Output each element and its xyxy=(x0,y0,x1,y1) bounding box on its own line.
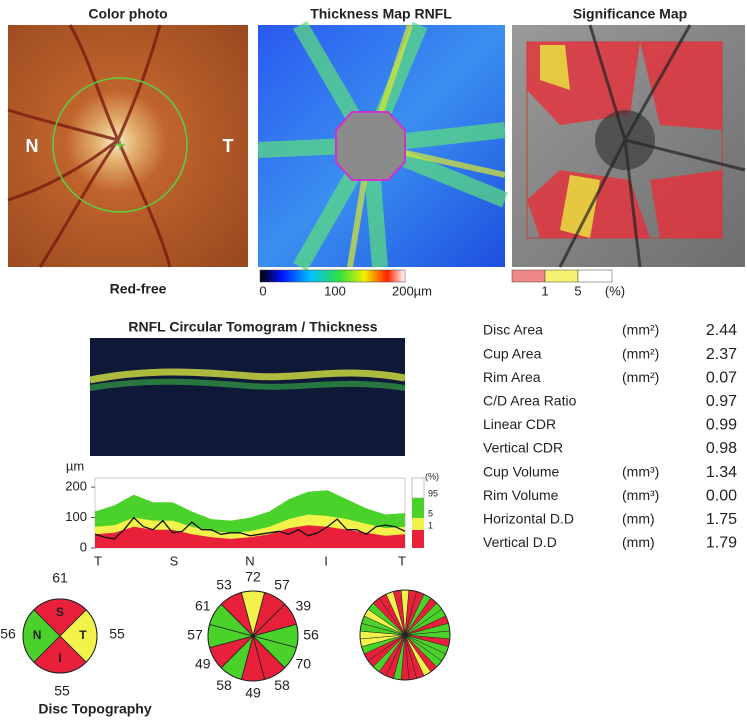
report: Color photo Thickness Map RNFL Significa… xyxy=(0,0,747,721)
quadrant-value: 55 xyxy=(54,683,70,699)
x-tick-label: S xyxy=(170,553,179,568)
clock-value: 49 xyxy=(245,685,261,701)
measure-unit: (mm) xyxy=(622,534,655,550)
legend-label: 1 xyxy=(428,520,433,530)
measure-name: Vertical CDR xyxy=(483,440,563,456)
legend-label: 5 xyxy=(428,508,433,518)
clock-value: 72 xyxy=(245,569,261,585)
measure-name: Rim Volume xyxy=(483,487,559,503)
measure-value: 0.97 xyxy=(706,393,737,410)
legend-swatch xyxy=(412,478,424,498)
measure-value: 1.79 xyxy=(706,535,737,552)
y-tick-label: 0 xyxy=(80,539,87,554)
scale-label: 100 xyxy=(324,283,346,298)
measure-name: Vertical D.D xyxy=(483,534,557,550)
thickness-plot: 0 100 200 T S N I T 95 5 1 xyxy=(65,478,438,568)
scale-label: 0 xyxy=(259,283,266,298)
x-tick-label: T xyxy=(94,553,102,568)
measure-name: Disc Area xyxy=(483,322,543,338)
x-tick-label: T xyxy=(398,553,406,568)
quadrant-label: I xyxy=(58,651,61,665)
measure-name: Rim Area xyxy=(483,369,541,385)
scale-label: 200µm xyxy=(392,283,432,298)
panel-title: Color photo xyxy=(88,6,167,22)
axis-label: µm xyxy=(66,458,84,473)
scale-label: 5 xyxy=(574,283,581,298)
measure-unit: (mm³) xyxy=(622,487,659,503)
chart-title: RNFL Circular Tomogram / Thickness xyxy=(128,319,377,335)
clock-value: 53 xyxy=(216,576,232,592)
measure-value: 2.37 xyxy=(706,346,737,363)
y-tick-label: 200 xyxy=(65,479,87,494)
clock-value: 39 xyxy=(295,598,311,614)
direction-label: T xyxy=(223,136,234,156)
quadrant-value: 56 xyxy=(0,626,16,642)
quadrant-label: N xyxy=(33,628,42,642)
measure-value: 0.99 xyxy=(706,417,737,434)
measure-unit: (mm²) xyxy=(622,369,659,385)
x-tick-label: I xyxy=(324,553,328,568)
panel-title: Significance Map xyxy=(573,6,687,22)
measure-name: Cup Volume xyxy=(483,463,559,479)
measure-value: 1.75 xyxy=(706,511,737,528)
direction-label: N xyxy=(26,136,39,156)
measure-unit: (mm³) xyxy=(622,463,659,479)
scale-label: (%) xyxy=(605,283,625,298)
legend-title: (%) xyxy=(425,471,439,481)
thickness-map xyxy=(258,25,505,282)
measure-name: Linear CDR xyxy=(483,416,556,432)
clock-value: 56 xyxy=(303,627,319,643)
clock-value: 58 xyxy=(216,677,232,693)
quadrant-value: 55 xyxy=(109,626,125,642)
y-tick-label: 100 xyxy=(65,509,87,524)
quadrant-value: 61 xyxy=(52,570,68,586)
measurements-table: Disc Area (mm²) 2.44 Cup Area (mm²) 2.37 Rim A… xyxy=(483,322,737,552)
clock-value: 70 xyxy=(295,656,311,672)
measure-unit: (mm) xyxy=(622,511,655,527)
footer-title: Disc Topography xyxy=(38,701,152,717)
measure-name: C/D Area Ratio xyxy=(483,393,577,409)
color-photo: N T xyxy=(8,25,248,267)
measure-unit: (mm²) xyxy=(622,345,659,361)
clock-value: 61 xyxy=(195,598,211,614)
caption: Red-free xyxy=(110,281,167,297)
legend-swatch xyxy=(412,530,424,548)
measure-name: Cup Area xyxy=(483,345,542,361)
measure-value: 0.00 xyxy=(706,487,737,504)
clock-value: 49 xyxy=(195,656,211,672)
measure-value: 1.34 xyxy=(706,464,737,481)
quadrant-label: S xyxy=(56,605,64,619)
tomogram-image xyxy=(90,338,405,456)
measure-value: 2.44 xyxy=(706,322,737,339)
clock-value: 58 xyxy=(274,677,290,693)
quadrant-label: T xyxy=(79,628,87,642)
measure-value: 0.07 xyxy=(706,369,737,386)
x-tick-label: N xyxy=(245,553,254,568)
significance-map xyxy=(512,25,745,282)
legend-swatch xyxy=(412,518,424,530)
clock-value: 57 xyxy=(187,627,203,643)
clock-value: 57 xyxy=(274,576,290,592)
measure-unit: (mm²) xyxy=(622,322,659,338)
legend-label: 95 xyxy=(428,488,438,498)
scale-label: 1 xyxy=(541,283,548,298)
disc-topography: S 61 T 55 I 55 N 56 72 57 39 56 70 58 49 58 49 57 61 53 xyxy=(0,569,450,701)
panel-title: Thickness Map RNFL xyxy=(310,6,452,22)
measure-value: 0.98 xyxy=(706,440,737,457)
legend-swatch xyxy=(412,498,424,518)
measure-name: Horizontal D.D xyxy=(483,511,574,527)
